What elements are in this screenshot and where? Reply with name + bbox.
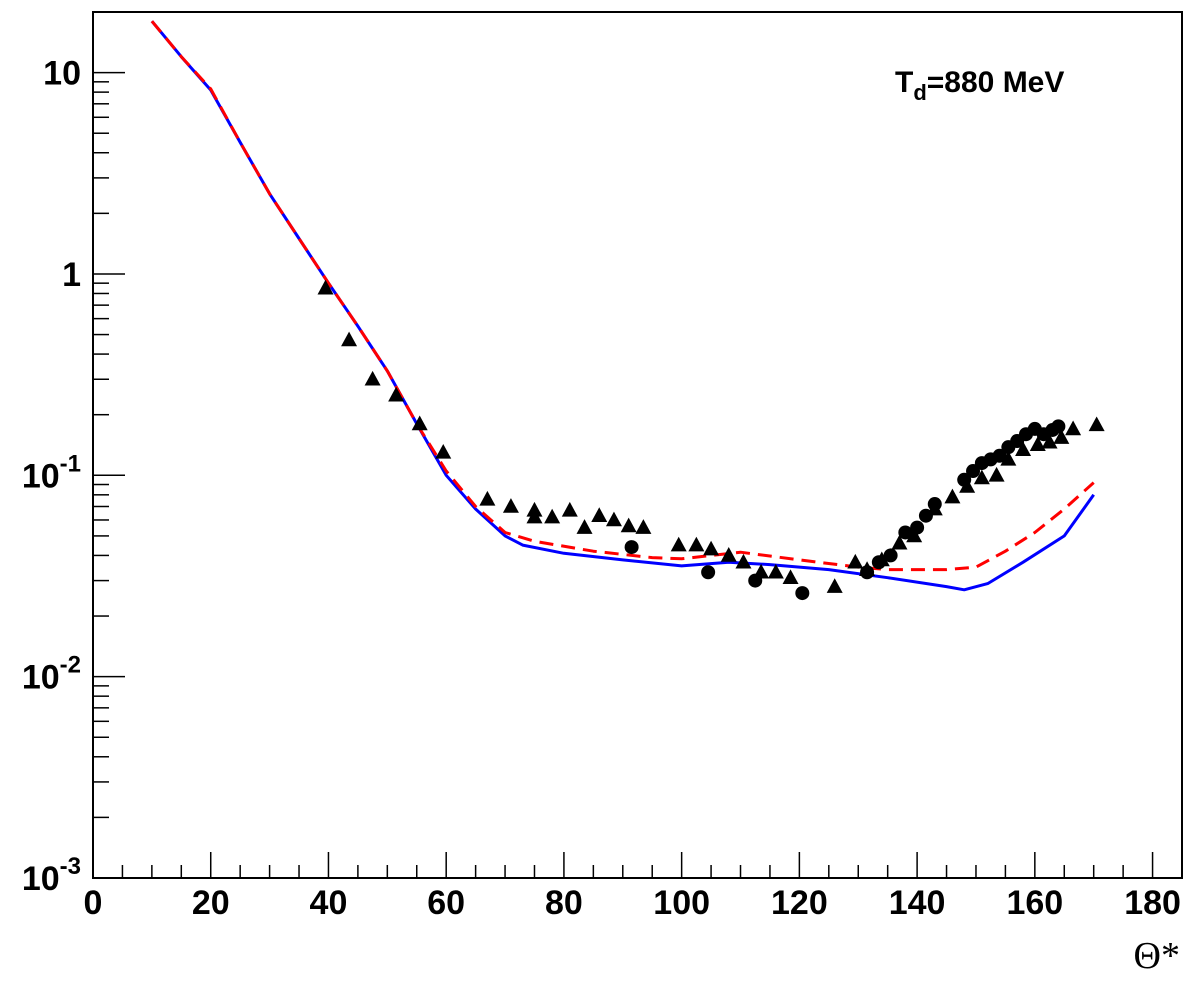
circle-data-point (927, 497, 942, 512)
triangle-data-point (576, 519, 593, 534)
circle-data-point (918, 508, 933, 523)
y-tick-label: 10-3 (22, 853, 81, 898)
triangle-data-point (605, 511, 622, 527)
circle-data-point (624, 540, 639, 555)
x-tick-label: 0 (84, 884, 103, 922)
triangle-data-point (720, 547, 737, 562)
annotation-sub: d (913, 80, 926, 105)
triangle-data-point (591, 507, 608, 523)
y-tick-exponent: -2 (60, 652, 81, 679)
triangle-data-point (703, 540, 720, 556)
series-layer (150, 20, 1105, 601)
y-tick-base: 1 (62, 256, 81, 294)
triangle-data-point (1088, 416, 1105, 432)
x-tick-label: 140 (889, 884, 946, 922)
triangle-data-point (411, 415, 428, 431)
y-tick-exponent: -1 (60, 450, 81, 477)
x-axis-label: Θ* (1134, 935, 1180, 977)
y-tick-label: 10-1 (22, 450, 81, 495)
x-tick-label: 120 (771, 884, 828, 922)
triangle-data-point (620, 517, 637, 533)
circle-data-point (910, 520, 925, 535)
triangle-data-point (479, 490, 496, 506)
triangle-data-point (502, 498, 519, 513)
energy-annotation: Td=880 MeV (895, 66, 1064, 105)
circle-data-point (1051, 419, 1066, 434)
triangle-data-point (1029, 436, 1046, 451)
triangle-data-point (1000, 450, 1017, 466)
circle-data-point (795, 586, 810, 601)
plot-frame (92, 11, 1183, 879)
triangle-data-point (544, 508, 561, 524)
triangle-data-point (782, 569, 799, 585)
triangle-data-point (388, 386, 405, 402)
circle-data-point (701, 565, 716, 580)
annotation-rest: =880 MeV (927, 66, 1065, 99)
annotation-base: T (895, 66, 913, 99)
triangle-data-point (561, 501, 578, 517)
triangle-data-point (364, 370, 381, 386)
circle-data-point (957, 472, 972, 487)
triangle-data-point (891, 534, 908, 550)
triangle-data-point (317, 279, 334, 295)
triangle-data-point (635, 519, 652, 534)
triangle-data-point (847, 553, 864, 569)
y-tick-label: 10 (43, 55, 81, 93)
triangle-data-point (735, 553, 752, 569)
triangle-data-point (973, 469, 990, 485)
y-tick-base: 10 (22, 457, 60, 495)
dashed-curve (150, 20, 1095, 572)
x-tick-label: 80 (545, 884, 583, 922)
circle-data-point (860, 565, 875, 580)
triangle-data-point (988, 466, 1005, 482)
circle-data-point (748, 573, 763, 588)
triangle-data-point (688, 536, 705, 552)
x-tick-label: 180 (1124, 884, 1181, 922)
x-tick-label: 20 (192, 884, 230, 922)
triangle-data-point (670, 536, 687, 552)
y-tick-exponent: -3 (60, 853, 81, 880)
triangle-data-point (767, 563, 784, 579)
x-tick-label: 40 (310, 884, 348, 922)
y-tick-label: 10-2 (22, 652, 81, 697)
axes-layer (92, 11, 1183, 879)
triangle-data-point (526, 508, 543, 524)
triangle-data-point (1015, 441, 1032, 457)
circle-data-point (883, 548, 898, 563)
circle-data-point (898, 525, 913, 540)
triangle-data-point (906, 527, 923, 543)
x-tick-label: 60 (427, 884, 465, 922)
circle-data-point (871, 555, 886, 570)
triangle-data-point (944, 488, 961, 504)
y-tick-base: 10 (43, 55, 81, 93)
x-tick-label: 100 (653, 884, 710, 922)
y-tick-label: 1 (62, 256, 81, 294)
y-tick-base: 10 (22, 659, 60, 697)
triangle-data-point (1053, 429, 1070, 444)
triangle-data-point (1041, 433, 1058, 449)
triangle-data-point (341, 331, 358, 347)
y-tick-base: 10 (22, 860, 60, 898)
circle-data-point (992, 448, 1007, 463)
triangle-data-point (826, 578, 843, 593)
x-tick-label: 160 (1006, 884, 1063, 922)
triangle-data-point (1065, 420, 1082, 436)
triangle-data-point (435, 443, 452, 459)
